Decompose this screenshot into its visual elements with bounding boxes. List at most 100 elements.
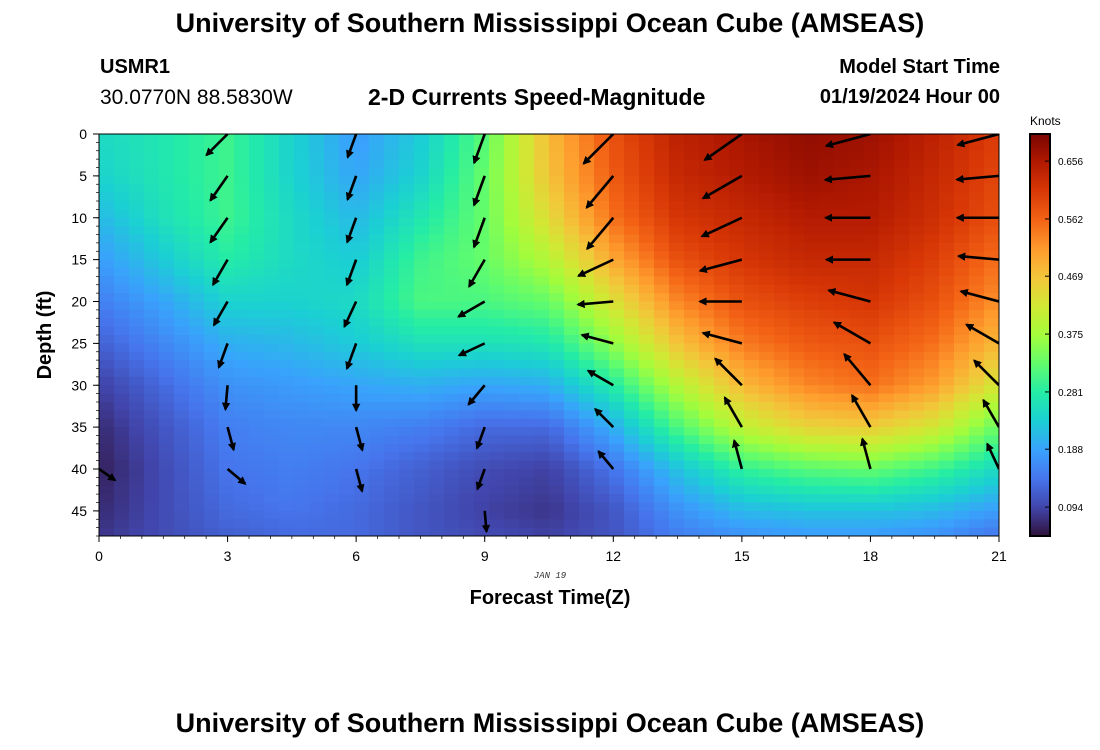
heatmap-cell (144, 502, 160, 512)
heatmap-cell (549, 502, 565, 512)
heatmap-cell (444, 485, 460, 495)
heatmap-cell (654, 234, 670, 244)
heatmap-cell (519, 242, 535, 252)
heatmap-cell (624, 385, 640, 395)
heatmap-cell (234, 385, 250, 395)
heatmap-cell (99, 460, 115, 470)
heatmap-cell (384, 175, 400, 185)
heatmap-cell (474, 150, 490, 160)
heatmap-cell (699, 343, 715, 353)
heatmap-cell (804, 301, 820, 311)
heatmap-cell (879, 519, 895, 529)
heatmap-cell (204, 309, 220, 319)
heatmap-cell (744, 527, 760, 536)
heatmap-cell (879, 268, 895, 277)
heatmap-cell (984, 418, 999, 428)
heatmap-cell (294, 259, 310, 269)
heatmap-cell (474, 234, 490, 244)
heatmap-cell (894, 351, 910, 361)
heatmap-cell (654, 184, 670, 194)
heatmap-cell (99, 259, 115, 269)
heatmap-cell (489, 452, 505, 462)
heatmap-cell (159, 351, 175, 361)
model-start-value: 01/19/2024 Hour 00 (819, 86, 1000, 108)
heatmap-cell (759, 259, 775, 269)
heatmap-cell (414, 217, 430, 227)
heatmap-cell (954, 443, 970, 453)
heatmap-cell (984, 184, 999, 194)
heatmap-cell (564, 301, 580, 311)
heatmap-cell (414, 494, 430, 504)
heatmap-cell (909, 360, 925, 370)
heatmap-cell (519, 402, 535, 411)
heatmap-cell (414, 469, 430, 478)
heatmap-cell (669, 402, 685, 411)
heatmap-cell (684, 175, 700, 185)
heatmap-cell (729, 309, 745, 319)
current-vector-arrow (217, 342, 229, 369)
heatmap-cell (99, 343, 115, 353)
heatmap-cell (414, 184, 430, 194)
heatmap-cell (429, 477, 445, 487)
heatmap-cell (819, 276, 835, 286)
heatmap-cell (609, 326, 625, 336)
heatmap-cell (954, 418, 970, 428)
heatmap-cell (834, 217, 850, 227)
heatmap-cell (639, 318, 655, 328)
heatmap-cell (684, 276, 700, 286)
heatmap-cell (639, 410, 655, 420)
heatmap-cell (744, 251, 760, 261)
heatmap-cell (129, 159, 145, 169)
heatmap-cell (804, 427, 820, 437)
heatmap-cell (189, 268, 205, 277)
heatmap-cell (984, 402, 999, 411)
heatmap-cell (414, 234, 430, 244)
heatmap-cell (669, 452, 685, 462)
current-vectors (99, 134, 999, 534)
heatmap-cell (909, 368, 925, 378)
heatmap-cell (759, 167, 775, 177)
heatmap-cell (819, 192, 835, 202)
heatmap-cell (129, 234, 145, 244)
heatmap-cell (489, 284, 505, 294)
heatmap-cell (489, 368, 505, 378)
current-vector-arrow (221, 385, 231, 412)
heatmap-cell (939, 393, 955, 403)
heatmap-cell (249, 276, 265, 286)
heatmap-cell (939, 284, 955, 294)
heatmap-cell (489, 150, 505, 160)
heatmap-cell (924, 167, 940, 177)
heatmap-cell (444, 360, 460, 370)
heatmap-cell (414, 318, 430, 328)
heatmap-cell (849, 443, 865, 453)
heatmap-cell (714, 510, 730, 520)
heatmap-cell (294, 201, 310, 210)
heatmap-cell (654, 167, 670, 177)
heatmap-cell (474, 452, 490, 462)
heatmap-cell (789, 368, 805, 378)
heatmap-cell (159, 343, 175, 353)
heatmap-cell (144, 234, 160, 244)
heatmap-cell (984, 460, 999, 470)
heatmap-cell (534, 209, 550, 219)
heatmap-cell (504, 393, 520, 403)
heatmap-cell (534, 318, 550, 328)
heatmap-cell (309, 376, 325, 386)
heatmap-cell (729, 460, 745, 470)
heatmap-cell (924, 402, 940, 411)
colorbar-units: Knots (1030, 114, 1061, 128)
heatmap-cell (189, 376, 205, 386)
heatmap-cell (249, 318, 265, 328)
heatmap-cell (444, 351, 460, 361)
heatmap-cell (894, 276, 910, 286)
heatmap-cell (309, 201, 325, 210)
heatmap-cell (474, 251, 490, 261)
heatmap-cell (294, 209, 310, 219)
heatmap-cell (654, 393, 670, 403)
heatmap-cell (684, 234, 700, 244)
heatmap-cell (699, 368, 715, 378)
heatmap-cell (564, 393, 580, 403)
heatmap-cell (129, 343, 145, 353)
heatmap-cell (519, 393, 535, 403)
heatmap-cell (984, 242, 999, 252)
